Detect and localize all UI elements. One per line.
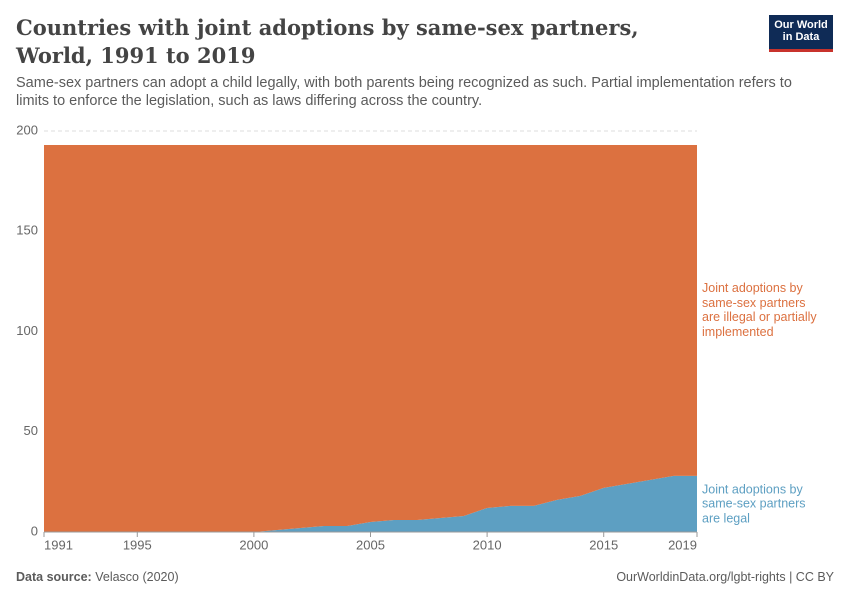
source-text[interactable]: Velasco (2020) bbox=[95, 570, 179, 584]
area bbox=[44, 145, 697, 532]
logo-line: Our World bbox=[774, 19, 828, 31]
x-tick-label: 1995 bbox=[123, 537, 152, 552]
logo[interactable]: Our World in Data bbox=[769, 15, 833, 52]
url[interactable]: OurWorldinData.org/lgbt-rights | CC BY bbox=[616, 570, 834, 584]
y-tick-label: 50 bbox=[24, 423, 38, 438]
x-tick-label: 2005 bbox=[356, 537, 385, 552]
source-label: Data source: bbox=[16, 570, 92, 584]
area bbox=[44, 475, 697, 532]
x-tick-label: 2019 bbox=[668, 537, 697, 552]
x-tick-label: 2000 bbox=[239, 537, 268, 552]
y-tick-label: 0 bbox=[31, 523, 38, 538]
legend-label[interactable]: Joint adoptions by same-sex partners are… bbox=[702, 281, 817, 339]
y-tick-label: 150 bbox=[16, 223, 38, 238]
y-tick-label: 200 bbox=[16, 122, 38, 137]
source: Data source: Velasco (2020) bbox=[16, 570, 179, 584]
x-tick-label: 2010 bbox=[473, 537, 502, 552]
logo-line: in Data bbox=[782, 31, 820, 43]
x-tick-label: 1991 bbox=[44, 537, 73, 552]
legend-label[interactable]: Joint adoptions by same-sex partners are… bbox=[702, 482, 806, 526]
chart-subtitle: Same-sex partners can adopt a child lega… bbox=[16, 75, 792, 109]
chart-title: Countries with joint adoptions by same-s… bbox=[16, 15, 639, 68]
y-tick-label: 100 bbox=[16, 323, 38, 338]
x-tick-label: 2015 bbox=[589, 537, 618, 552]
